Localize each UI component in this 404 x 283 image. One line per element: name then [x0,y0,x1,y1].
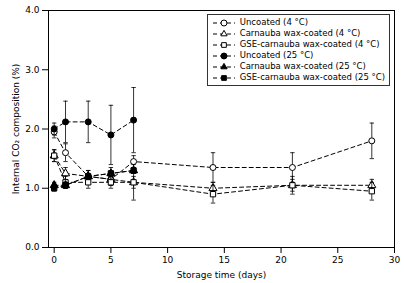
svg-text:4.0: 4.0 [25,5,40,15]
svg-text:0.0: 0.0 [25,242,40,252]
svg-text:Internal CO₂ composition (%): Internal CO₂ composition (%) [11,64,21,195]
html-text:GSE-carnauba wax-coated (4 °C): GSE-carnauba wax-coated (4 °C) [239,39,380,49]
svg-text:10: 10 [162,255,174,265]
svg-text:Storage time (days): Storage time (days) [177,270,267,280]
svg-text:3.0: 3.0 [25,65,40,75]
svg-text:2.0: 2.0 [25,124,40,134]
svg-text:25: 25 [332,255,343,265]
svg-text:20: 20 [275,255,287,265]
html-text:Carnauba wax-coated (4 °C): Carnauba wax-coated (4 °C) [239,28,361,38]
svg-text:5: 5 [108,255,114,265]
html-text:Carnauba wax-coated (25 °C): Carnauba wax-coated (25 °C) [239,61,366,71]
svg-text:0: 0 [51,255,57,265]
svg-text:15: 15 [219,255,230,265]
svg-text:1.0: 1.0 [25,183,40,193]
html-text:Uncoated (4 °C): Uncoated (4 °C) [239,17,308,27]
html-text:GSE-carnauba wax-coated (25 °C: GSE-carnauba wax-coated (25 °C) [239,72,385,82]
html-text:Uncoated (25 °C): Uncoated (25 °C) [239,50,314,60]
svg-text:30: 30 [389,255,401,265]
